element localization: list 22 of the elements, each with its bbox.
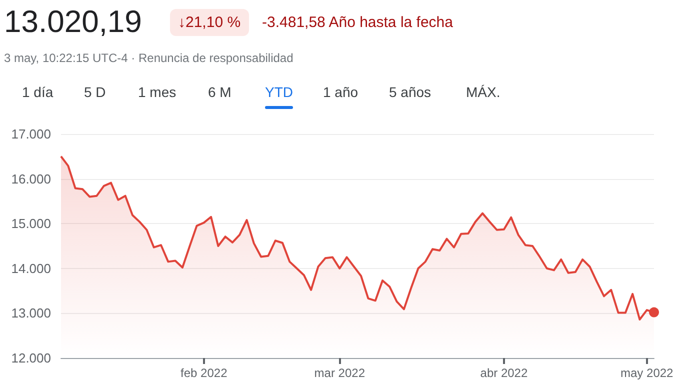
text: 5 años — [389, 84, 432, 100]
text: 1 día — [22, 84, 54, 100]
text: 1 mes — [138, 84, 176, 100]
y-tick-label: 13.000 — [11, 306, 51, 321]
text: YTD — [265, 84, 293, 100]
y-tick-label: 17.000 — [11, 126, 51, 142]
text: ↓21,10 % — [170, 9, 249, 36]
y-tick-label: 14.000 — [11, 260, 51, 276]
x-tick-label: abr 2022 — [480, 366, 528, 380]
text: 5 D — [84, 84, 106, 100]
chart-subtitle: 3 may, 10:22:15 UTC-4 · Renuncia de responsabilidad — [4, 51, 294, 65]
text: MÁX. — [466, 84, 500, 100]
y-tick-label: 16.000 — [11, 171, 51, 186]
chart-title: 13.020,19 — [4, 4, 142, 40]
x-tick-label: feb 2022 — [180, 366, 228, 380]
text: 1 año — [323, 84, 358, 100]
text: 6 M — [208, 84, 232, 100]
text: -3.481,58 Año hasta la fecha — [262, 14, 453, 31]
y-tick-label: 15.000 — [11, 216, 51, 232]
y-tick-label: 12.000 — [11, 350, 51, 366]
x-tick-label: mar 2022 — [314, 366, 366, 380]
x-tick-label: may 2022 — [620, 366, 674, 380]
